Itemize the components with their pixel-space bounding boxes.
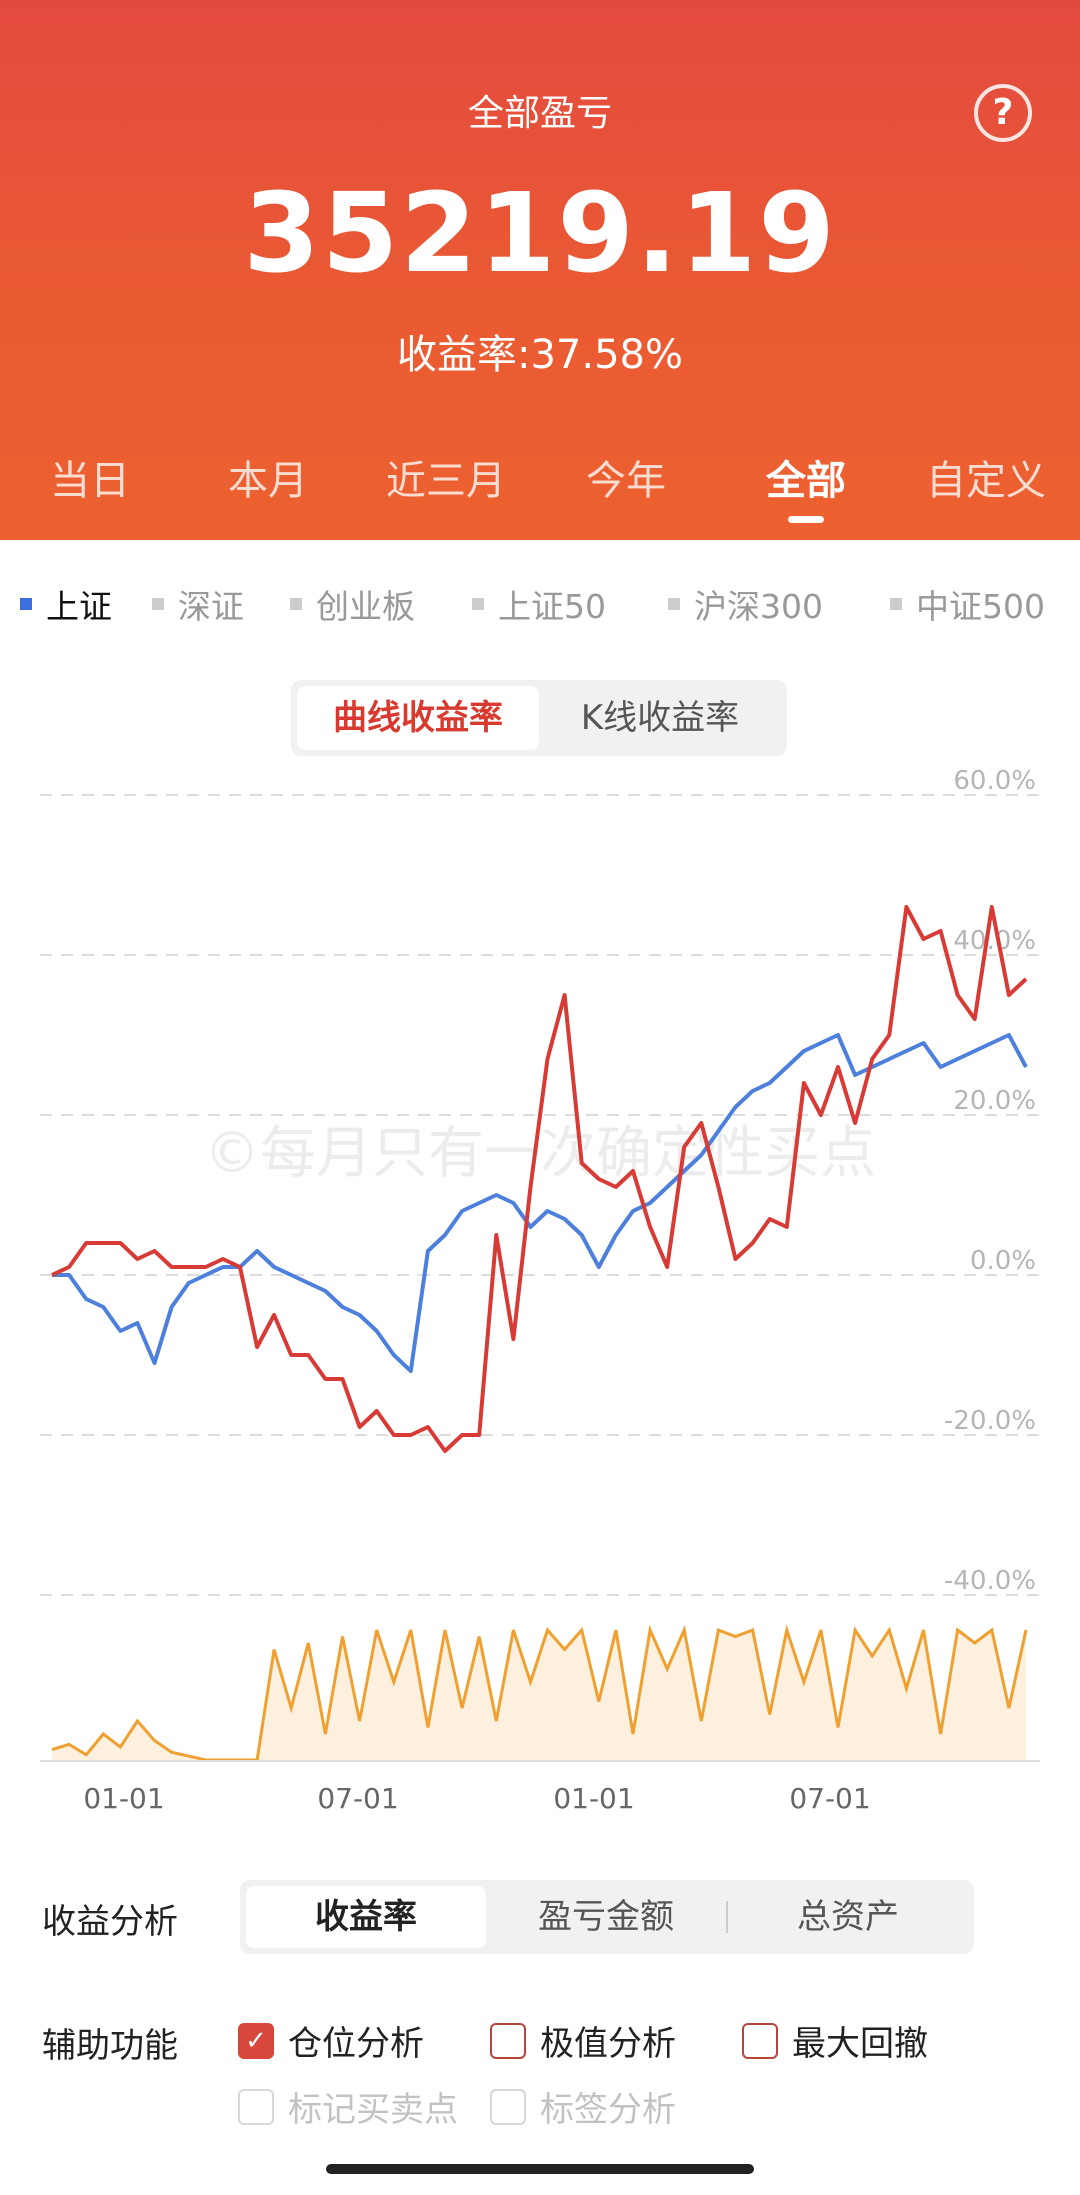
checkbox-icon bbox=[742, 2022, 778, 2059]
chart-mode-toggle: 曲线收益率 K线收益率 bbox=[291, 680, 787, 756]
legend-square-icon bbox=[890, 598, 902, 610]
y-tick-label: -40.0% bbox=[944, 1566, 1036, 1596]
tab-all[interactable]: 全部 bbox=[716, 448, 896, 523]
home-indicator bbox=[326, 2164, 754, 2174]
x-tick-label: 07-01 bbox=[317, 1782, 398, 1815]
checkbox-icon bbox=[238, 2088, 274, 2125]
legend-square-icon bbox=[152, 598, 164, 610]
pnl-amount-option[interactable]: 盈亏金额 bbox=[538, 1897, 674, 1937]
checkbox-label: 极值分析 bbox=[540, 2024, 676, 2064]
checkbox-icon bbox=[490, 2022, 526, 2059]
tab-custom[interactable]: 自定义 bbox=[926, 458, 1046, 504]
analysis-label: 收益分析 bbox=[42, 1902, 178, 1942]
index-label: 中证500 bbox=[916, 587, 1045, 626]
index-label: 上证50 bbox=[498, 587, 606, 626]
position-area bbox=[40, 1624, 1040, 1762]
pnl-header: 全部盈亏 ? 35219.19 收益率:37.58% 当日 本月 近三月 今年 … bbox=[0, 0, 1080, 540]
y-tick-label: 60.0% bbox=[953, 766, 1036, 796]
checkbox-label: 标签分析 bbox=[540, 2090, 676, 2130]
portfolio-return-line bbox=[51, 905, 1028, 1453]
tab-today[interactable]: 当日 bbox=[50, 458, 130, 504]
index-label: 创业板 bbox=[316, 587, 415, 626]
index-label: 深证 bbox=[178, 587, 244, 626]
return-rate-option[interactable]: 收益率 bbox=[246, 1886, 486, 1948]
index-label: 沪深300 bbox=[694, 587, 823, 626]
checkbox-label: 标记买卖点 bbox=[288, 2090, 458, 2130]
series-lines bbox=[51, 905, 1028, 1453]
analysis-toggle: 收益率 盈亏金额 总资产 bbox=[240, 1880, 974, 1954]
legend-square-icon bbox=[668, 598, 680, 610]
checkbox-label: 最大回撤 bbox=[792, 2024, 928, 2064]
grid-lines bbox=[40, 794, 1040, 1596]
legend-square-icon bbox=[290, 598, 302, 610]
return-analysis-row: 收益分析 收益率 盈亏金额 总资产 bbox=[0, 1880, 1080, 1960]
return-chart[interactable]: ©每月只有一次确定性买点 60.0%40.0%20.0%0.0%-20.0%-4… bbox=[0, 760, 1080, 1820]
mark-trades-checkbox[interactable]: 标记买卖点 bbox=[238, 2082, 458, 2131]
aux-label: 辅助功能 bbox=[42, 2026, 178, 2066]
kline-return-option[interactable]: K线收益率 bbox=[580, 698, 740, 738]
index-chinext[interactable]: 创业板 bbox=[290, 580, 415, 628]
curve-return-option[interactable]: 曲线收益率 bbox=[297, 686, 539, 750]
page-title: 全部盈亏 bbox=[467, 93, 612, 134]
x-tick-label: 01-01 bbox=[83, 1782, 164, 1815]
index-csi300[interactable]: 沪深300 bbox=[668, 580, 823, 628]
y-tick-label: 0.0% bbox=[970, 1246, 1036, 1276]
watermark: ©每月只有一次确定性买点 bbox=[204, 1121, 876, 1186]
tag-analysis-checkbox[interactable]: 标签分析 bbox=[490, 2082, 676, 2131]
benchmark-index-tabs: 上证 深证 创业板 上证50 沪深300 中证500 bbox=[0, 580, 1080, 630]
y-tick-label: 20.0% bbox=[953, 1086, 1036, 1116]
aux-functions: 辅助功能 ✓ 仓位分析 极值分析 最大回撤 标记买卖点 标签分析 bbox=[0, 2014, 1080, 2154]
tab-this-year[interactable]: 今年 bbox=[586, 458, 666, 504]
help-icon[interactable]: ? bbox=[974, 84, 1032, 142]
index-csi500[interactable]: 中证500 bbox=[890, 580, 1045, 628]
legend-square-icon bbox=[472, 598, 484, 610]
extreme-analysis-checkbox[interactable]: 极值分析 bbox=[490, 2016, 676, 2065]
checkbox-label: 仓位分析 bbox=[288, 2024, 424, 2064]
checkbox-icon bbox=[490, 2088, 526, 2125]
time-range-tabs: 当日 本月 近三月 今年 全部 自定义 bbox=[0, 448, 1080, 523]
x-tick-label: 07-01 bbox=[789, 1782, 870, 1815]
index-sse50[interactable]: 上证50 bbox=[472, 580, 606, 628]
return-rate: 收益率:37.58% bbox=[397, 332, 683, 378]
total-pnl-amount: 35219.19 bbox=[243, 169, 837, 297]
index-shanghai[interactable]: 上证 bbox=[20, 580, 112, 628]
x-axis-ticks: 01-01 07-01 01-01 07-01 bbox=[83, 1782, 870, 1815]
total-assets-option[interactable]: 总资产 bbox=[797, 1897, 899, 1937]
y-axis-ticks: 60.0%40.0%20.0%0.0%-20.0%-40.0% bbox=[944, 766, 1036, 1596]
x-tick-label: 01-01 bbox=[553, 1782, 634, 1815]
tab-three-months[interactable]: 近三月 bbox=[386, 458, 506, 504]
index-label: 上证 bbox=[46, 587, 112, 626]
index-return-line bbox=[52, 1033, 1028, 1373]
checkmark-icon: ✓ bbox=[238, 2022, 274, 2059]
tab-this-month[interactable]: 本月 bbox=[228, 458, 308, 504]
divider bbox=[726, 1901, 728, 1933]
index-shenzhen[interactable]: 深证 bbox=[152, 580, 244, 628]
position-fill bbox=[52, 1630, 1026, 1760]
legend-square-icon bbox=[20, 598, 32, 610]
y-tick-label: -20.0% bbox=[944, 1406, 1036, 1436]
max-drawdown-checkbox[interactable]: 最大回撤 bbox=[742, 2016, 928, 2065]
position-analysis-checkbox[interactable]: ✓ 仓位分析 bbox=[238, 2016, 424, 2065]
